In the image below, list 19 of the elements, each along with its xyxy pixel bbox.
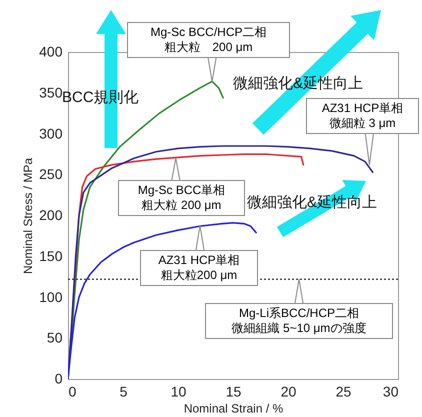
- y-axis-title: Nominal Stress / MPa: [21, 158, 36, 274]
- x-tick-label: 15: [226, 384, 242, 400]
- x-tick-label: 30: [382, 384, 399, 400]
- x-tick-label: 0: [68, 384, 76, 400]
- annotation: 微細強化&延性向上: [233, 74, 364, 93]
- y-tick-label: 50: [46, 330, 63, 346]
- y-tick-label: 400: [39, 44, 63, 60]
- y-tick-label: 150: [39, 248, 63, 264]
- y-tick-label: 300: [39, 125, 63, 142]
- x-tick-label: 25: [336, 384, 352, 400]
- y-tick-label: 200: [39, 207, 63, 223]
- y-tick-label: 100: [39, 288, 63, 305]
- x-tick-label: 10: [170, 384, 186, 400]
- x-tick-label: 20: [280, 384, 296, 400]
- y-tick-label: 350: [39, 84, 63, 100]
- y-tick-label: 0: [54, 370, 63, 386]
- y-tick-label: 250: [39, 166, 63, 182]
- x-tick-label: 5: [120, 384, 128, 400]
- x-axis-title: Nominal Strain / %: [184, 402, 284, 416]
